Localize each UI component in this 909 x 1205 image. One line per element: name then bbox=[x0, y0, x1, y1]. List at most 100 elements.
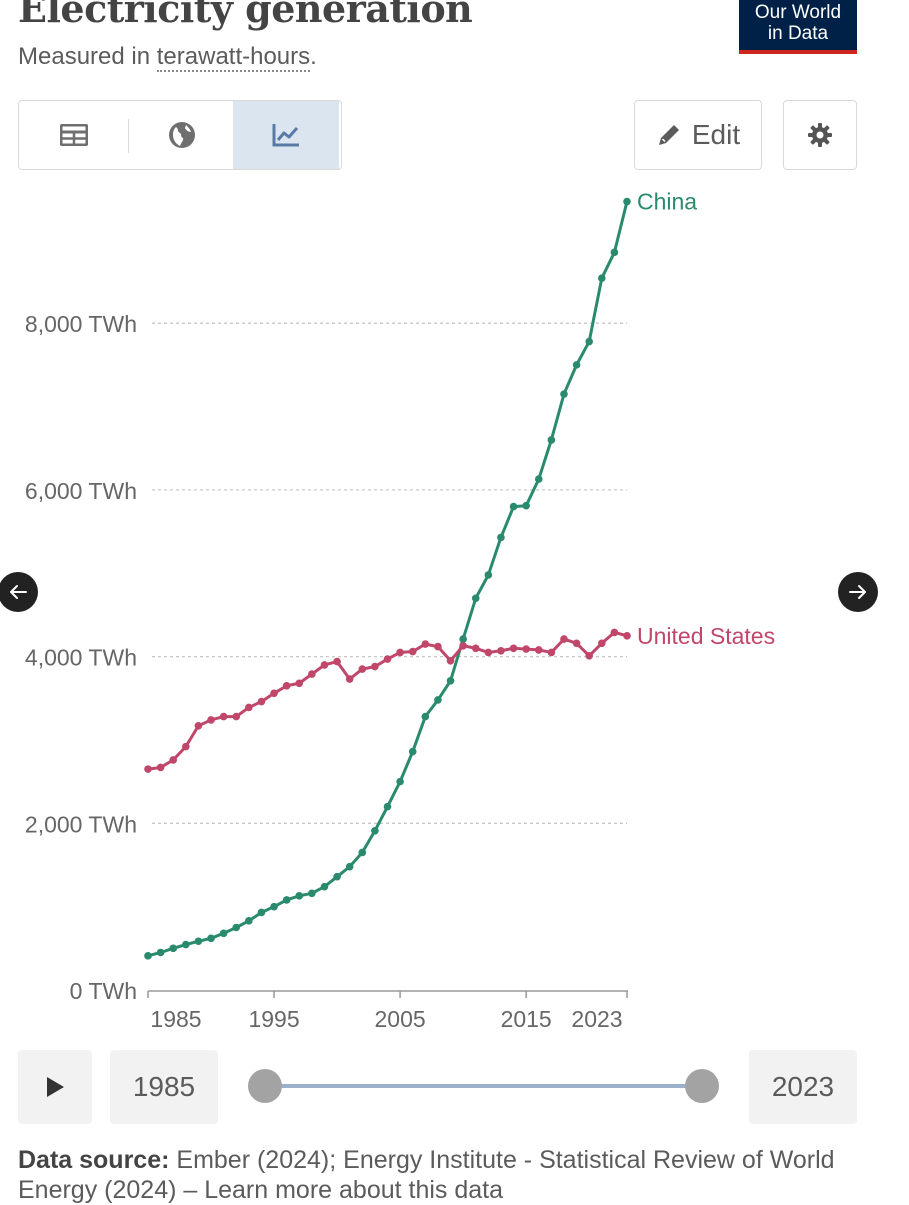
data-point bbox=[446, 656, 455, 665]
play-icon bbox=[47, 1077, 64, 1097]
data-point bbox=[610, 248, 619, 257]
data-point bbox=[295, 679, 304, 688]
data-point bbox=[396, 777, 404, 786]
gear-icon bbox=[808, 123, 832, 147]
data-point bbox=[421, 640, 430, 648]
data-point bbox=[358, 848, 367, 857]
data-point bbox=[434, 642, 442, 651]
data-point bbox=[585, 651, 593, 660]
data-point bbox=[623, 197, 631, 206]
data-point bbox=[383, 802, 392, 811]
arrow-right-icon bbox=[849, 585, 866, 599]
data-point bbox=[597, 639, 606, 648]
data-point bbox=[547, 436, 556, 444]
series-label: United States bbox=[637, 623, 775, 649]
data-point bbox=[408, 747, 417, 756]
data-point bbox=[610, 628, 619, 637]
data-point bbox=[308, 670, 316, 678]
data-point bbox=[408, 647, 417, 656]
x-tick-label: 2015 bbox=[501, 1006, 552, 1032]
data-point bbox=[232, 923, 241, 932]
edit-button[interactable]: Edit bbox=[634, 100, 762, 170]
data-point bbox=[371, 662, 379, 671]
timeline-start-handle[interactable] bbox=[248, 1069, 282, 1103]
data-point bbox=[585, 337, 593, 346]
data-point bbox=[156, 763, 165, 772]
timeline-end-year[interactable]: 2023 bbox=[749, 1050, 857, 1124]
globe-icon bbox=[169, 122, 195, 148]
data-point bbox=[421, 712, 430, 721]
data-point bbox=[522, 645, 530, 653]
data-point bbox=[270, 689, 278, 698]
chart-title: Electricity generation bbox=[18, 0, 473, 31]
table-icon bbox=[60, 124, 88, 146]
data-point bbox=[156, 948, 165, 957]
tab-chart[interactable] bbox=[233, 101, 339, 169]
play-button[interactable] bbox=[18, 1050, 92, 1124]
data-point bbox=[232, 712, 241, 721]
data-point bbox=[257, 908, 266, 917]
data-point bbox=[194, 721, 203, 730]
data-point bbox=[144, 765, 152, 773]
timeline-track[interactable] bbox=[265, 1084, 702, 1088]
tab-table[interactable] bbox=[21, 101, 127, 169]
data-point bbox=[308, 889, 316, 898]
data-point bbox=[282, 681, 291, 690]
data-point bbox=[207, 716, 215, 724]
owid-logo[interactable]: Our World in Data bbox=[739, 0, 857, 54]
data-point bbox=[345, 862, 354, 871]
data-point bbox=[320, 882, 329, 891]
timeline-end-handle[interactable] bbox=[685, 1069, 719, 1103]
data-point bbox=[509, 502, 518, 511]
data-point bbox=[282, 896, 291, 904]
settings-button[interactable] bbox=[783, 100, 857, 170]
tab-map[interactable] bbox=[129, 101, 235, 169]
data-point bbox=[169, 944, 178, 953]
data-point bbox=[396, 648, 404, 657]
pencil-icon bbox=[658, 125, 679, 145]
data-point bbox=[572, 361, 581, 369]
tab-divider bbox=[128, 119, 129, 153]
data-point bbox=[484, 648, 493, 657]
x-tick-label: 2005 bbox=[375, 1006, 426, 1032]
data-point bbox=[560, 635, 568, 643]
data-point bbox=[207, 934, 215, 943]
data-point bbox=[219, 929, 228, 938]
subtitle-suffix: . bbox=[310, 43, 317, 70]
unit-link[interactable]: terawatt-hours bbox=[156, 43, 311, 72]
logo-line-2: in Data bbox=[767, 23, 829, 44]
y-tick-label: 0 TWh bbox=[70, 978, 137, 1004]
data-point bbox=[434, 696, 442, 704]
data-point bbox=[497, 533, 505, 542]
data-point bbox=[497, 646, 505, 655]
data-point bbox=[371, 827, 379, 835]
x-tick-label: 1985 bbox=[150, 1006, 201, 1032]
data-point bbox=[169, 756, 178, 764]
data-point bbox=[245, 917, 253, 925]
data-source-note: Data source: Ember (2024); Energy Instit… bbox=[18, 1145, 898, 1205]
data-point bbox=[333, 657, 341, 666]
data-point bbox=[194, 937, 203, 946]
data-point bbox=[547, 648, 556, 657]
next-arrow-button[interactable] bbox=[838, 572, 878, 612]
x-tick-label: 2023 bbox=[571, 1006, 622, 1032]
data-point bbox=[522, 501, 530, 510]
timeline-start-year[interactable]: 1985 bbox=[110, 1050, 218, 1124]
data-point bbox=[471, 594, 480, 603]
y-tick-label: 2,000 TWh bbox=[25, 811, 137, 837]
data-source-label: Data source: bbox=[18, 1146, 170, 1174]
line-chart-icon bbox=[272, 124, 299, 147]
data-point bbox=[623, 631, 631, 640]
arrow-left-icon bbox=[10, 585, 27, 599]
data-point bbox=[560, 390, 568, 398]
data-point bbox=[270, 902, 278, 911]
data-point bbox=[219, 712, 228, 721]
edit-label: Edit bbox=[691, 119, 741, 150]
data-source-text[interactable]: Ember (2024); Energy Institute - Statist… bbox=[18, 1146, 835, 1204]
data-point bbox=[295, 892, 304, 900]
data-point bbox=[320, 661, 329, 669]
data-point bbox=[333, 872, 341, 881]
previous-arrow-button[interactable] bbox=[0, 572, 38, 612]
data-point bbox=[471, 644, 480, 653]
data-point bbox=[597, 274, 606, 282]
